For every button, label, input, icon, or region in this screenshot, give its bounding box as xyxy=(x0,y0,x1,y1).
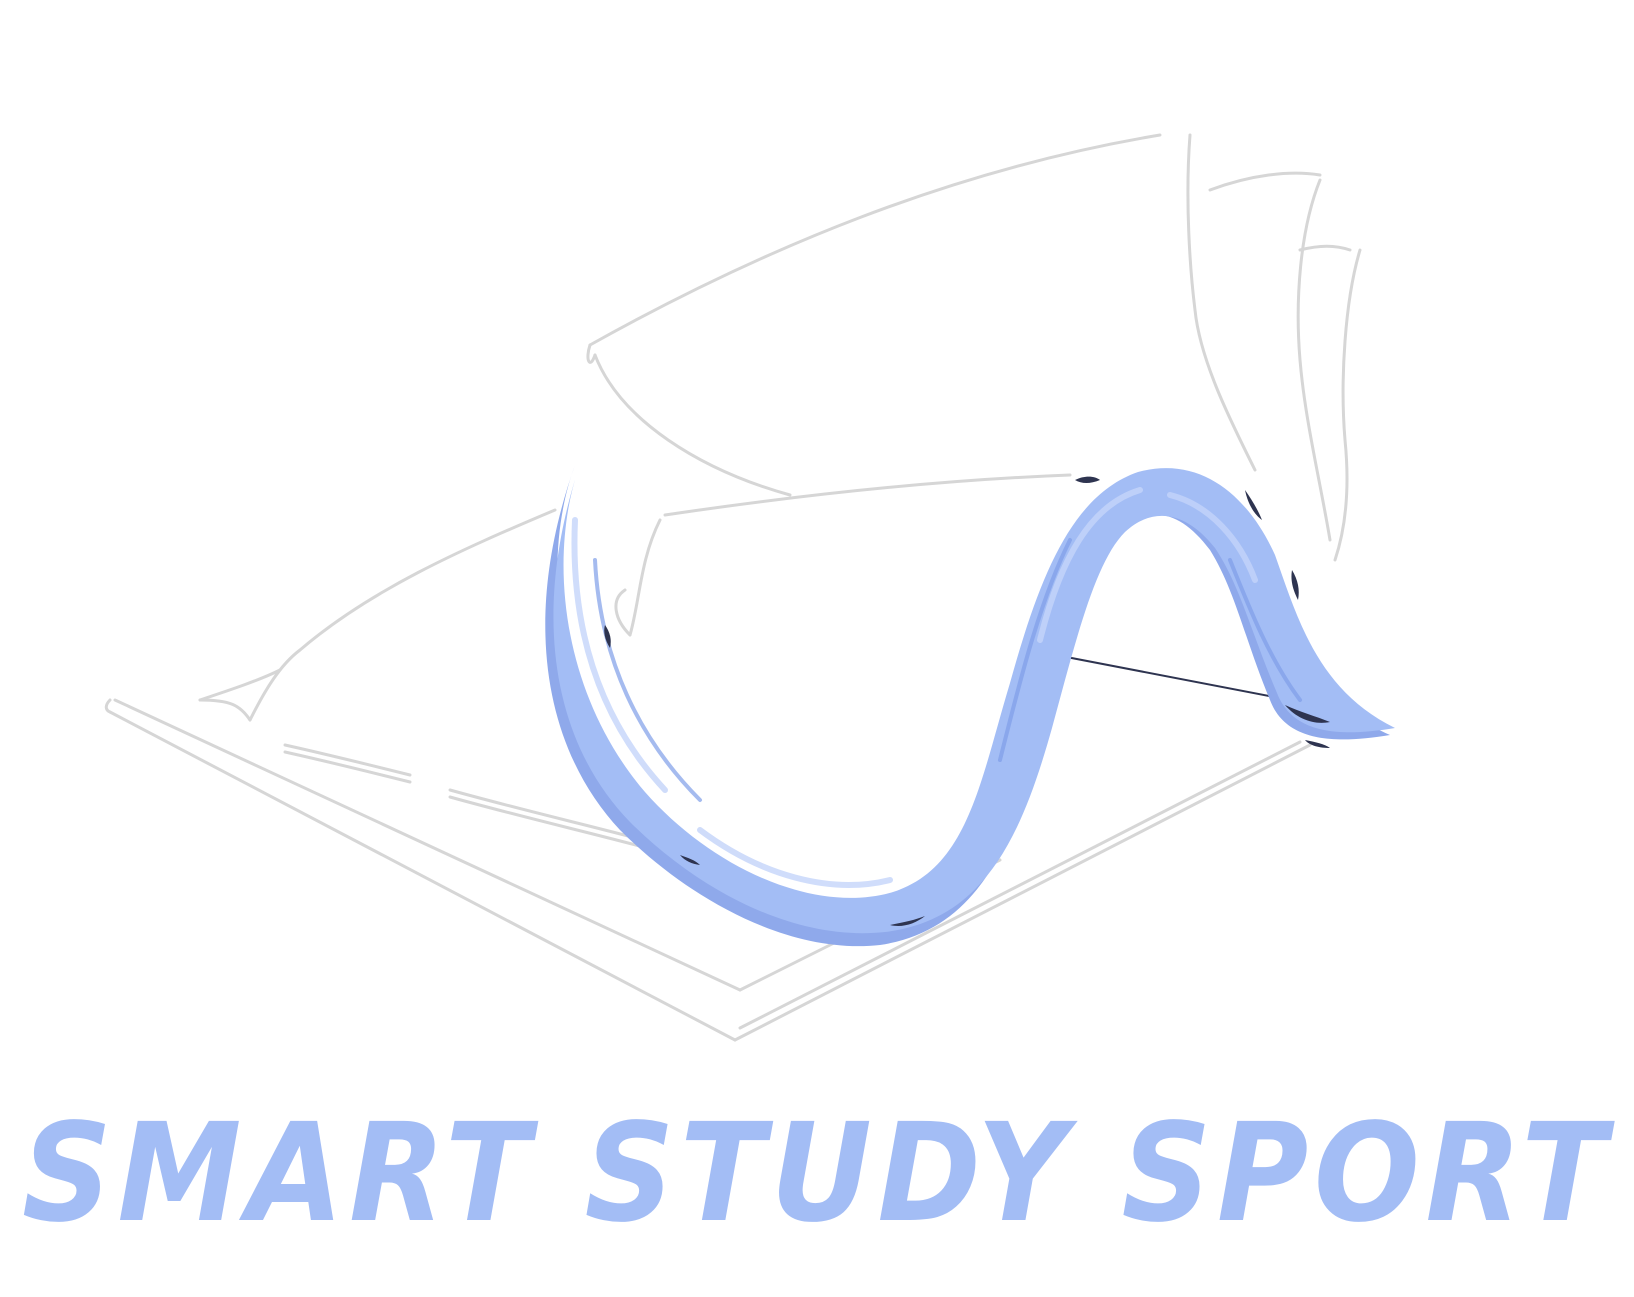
wave-brushstroke xyxy=(545,465,1395,947)
brand-wordmark: SMART STUDY SPORT xyxy=(22,1095,1615,1253)
wordmark-text: SMART STUDY SPORT xyxy=(22,1095,1615,1253)
